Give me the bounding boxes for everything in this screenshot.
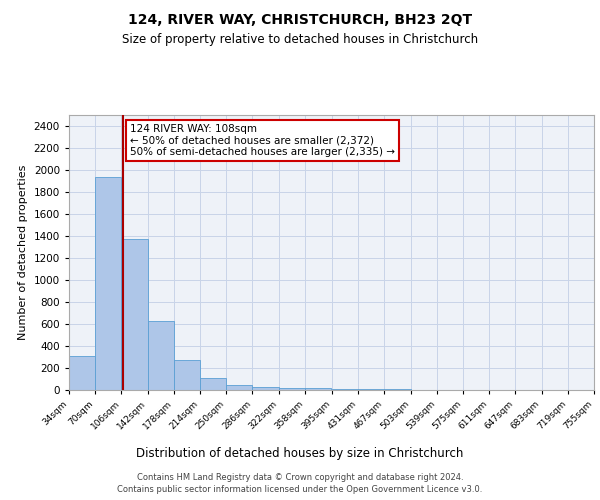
Bar [69, 356, 95, 390]
Bar [305, 388, 331, 390]
Bar [95, 176, 121, 390]
Text: Contains public sector information licensed under the Open Government Licence v3: Contains public sector information licen… [118, 485, 482, 494]
Bar [174, 360, 200, 390]
Bar [200, 378, 226, 390]
Text: Distribution of detached houses by size in Christchurch: Distribution of detached houses by size … [136, 448, 464, 460]
Text: Contains HM Land Registry data © Crown copyright and database right 2024.: Contains HM Land Registry data © Crown c… [137, 472, 463, 482]
Bar [332, 389, 358, 390]
Bar [279, 388, 305, 390]
Bar [253, 386, 279, 390]
Y-axis label: Number of detached properties: Number of detached properties [18, 165, 28, 340]
Bar [358, 389, 384, 390]
Bar [226, 384, 253, 390]
Text: Size of property relative to detached houses in Christchurch: Size of property relative to detached ho… [122, 32, 478, 46]
Bar [121, 240, 148, 390]
Text: 124 RIVER WAY: 108sqm
← 50% of detached houses are smaller (2,372)
50% of semi-d: 124 RIVER WAY: 108sqm ← 50% of detached … [130, 124, 395, 157]
Text: 124, RIVER WAY, CHRISTCHURCH, BH23 2QT: 124, RIVER WAY, CHRISTCHURCH, BH23 2QT [128, 12, 472, 26]
Bar [148, 320, 174, 390]
